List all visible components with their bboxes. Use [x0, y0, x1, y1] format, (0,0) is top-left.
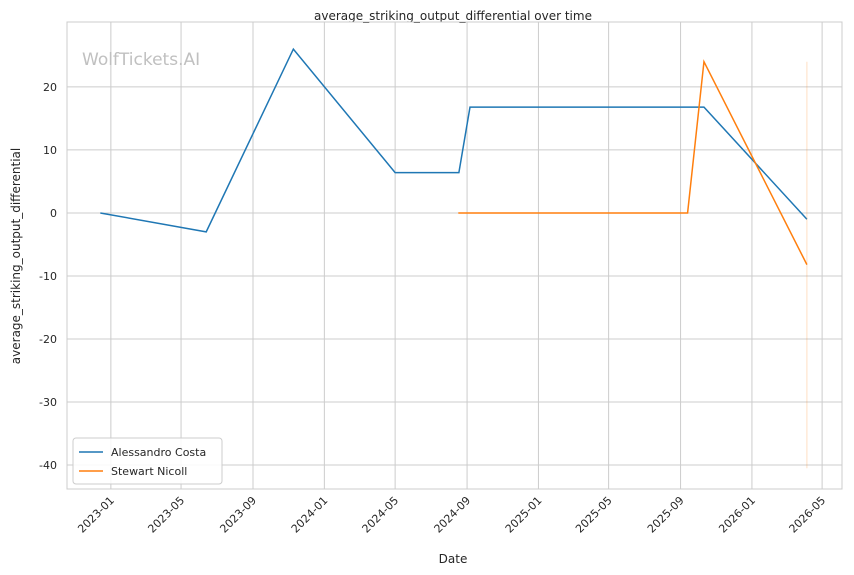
legend-box: [72, 437, 223, 485]
y-tick-label: -20: [39, 333, 57, 346]
chart-title: average_striking_output_differential ove…: [314, 9, 592, 23]
y-tick-label: -10: [39, 270, 57, 283]
legend-entry: Alessandro Costa: [111, 446, 206, 459]
x-axis-label: Date: [439, 552, 468, 566]
legend: Alessandro Costa Stewart Nicoll: [72, 437, 223, 485]
y-axis-label: average_striking_output_differential: [9, 148, 23, 364]
y-tick-label: -30: [39, 396, 57, 409]
watermark: WolfTickets.AI: [82, 50, 200, 70]
y-tick-label: 10: [43, 144, 57, 157]
legend-entry: Stewart Nicoll: [111, 465, 187, 478]
y-tick-label: -40: [39, 459, 57, 472]
y-tick-label: 0: [50, 207, 57, 220]
plot-frame: [66, 21, 843, 490]
series-line-0: [100, 47, 808, 233]
series-line-1: [458, 59, 808, 265]
y-tick-label: 20: [43, 81, 57, 94]
